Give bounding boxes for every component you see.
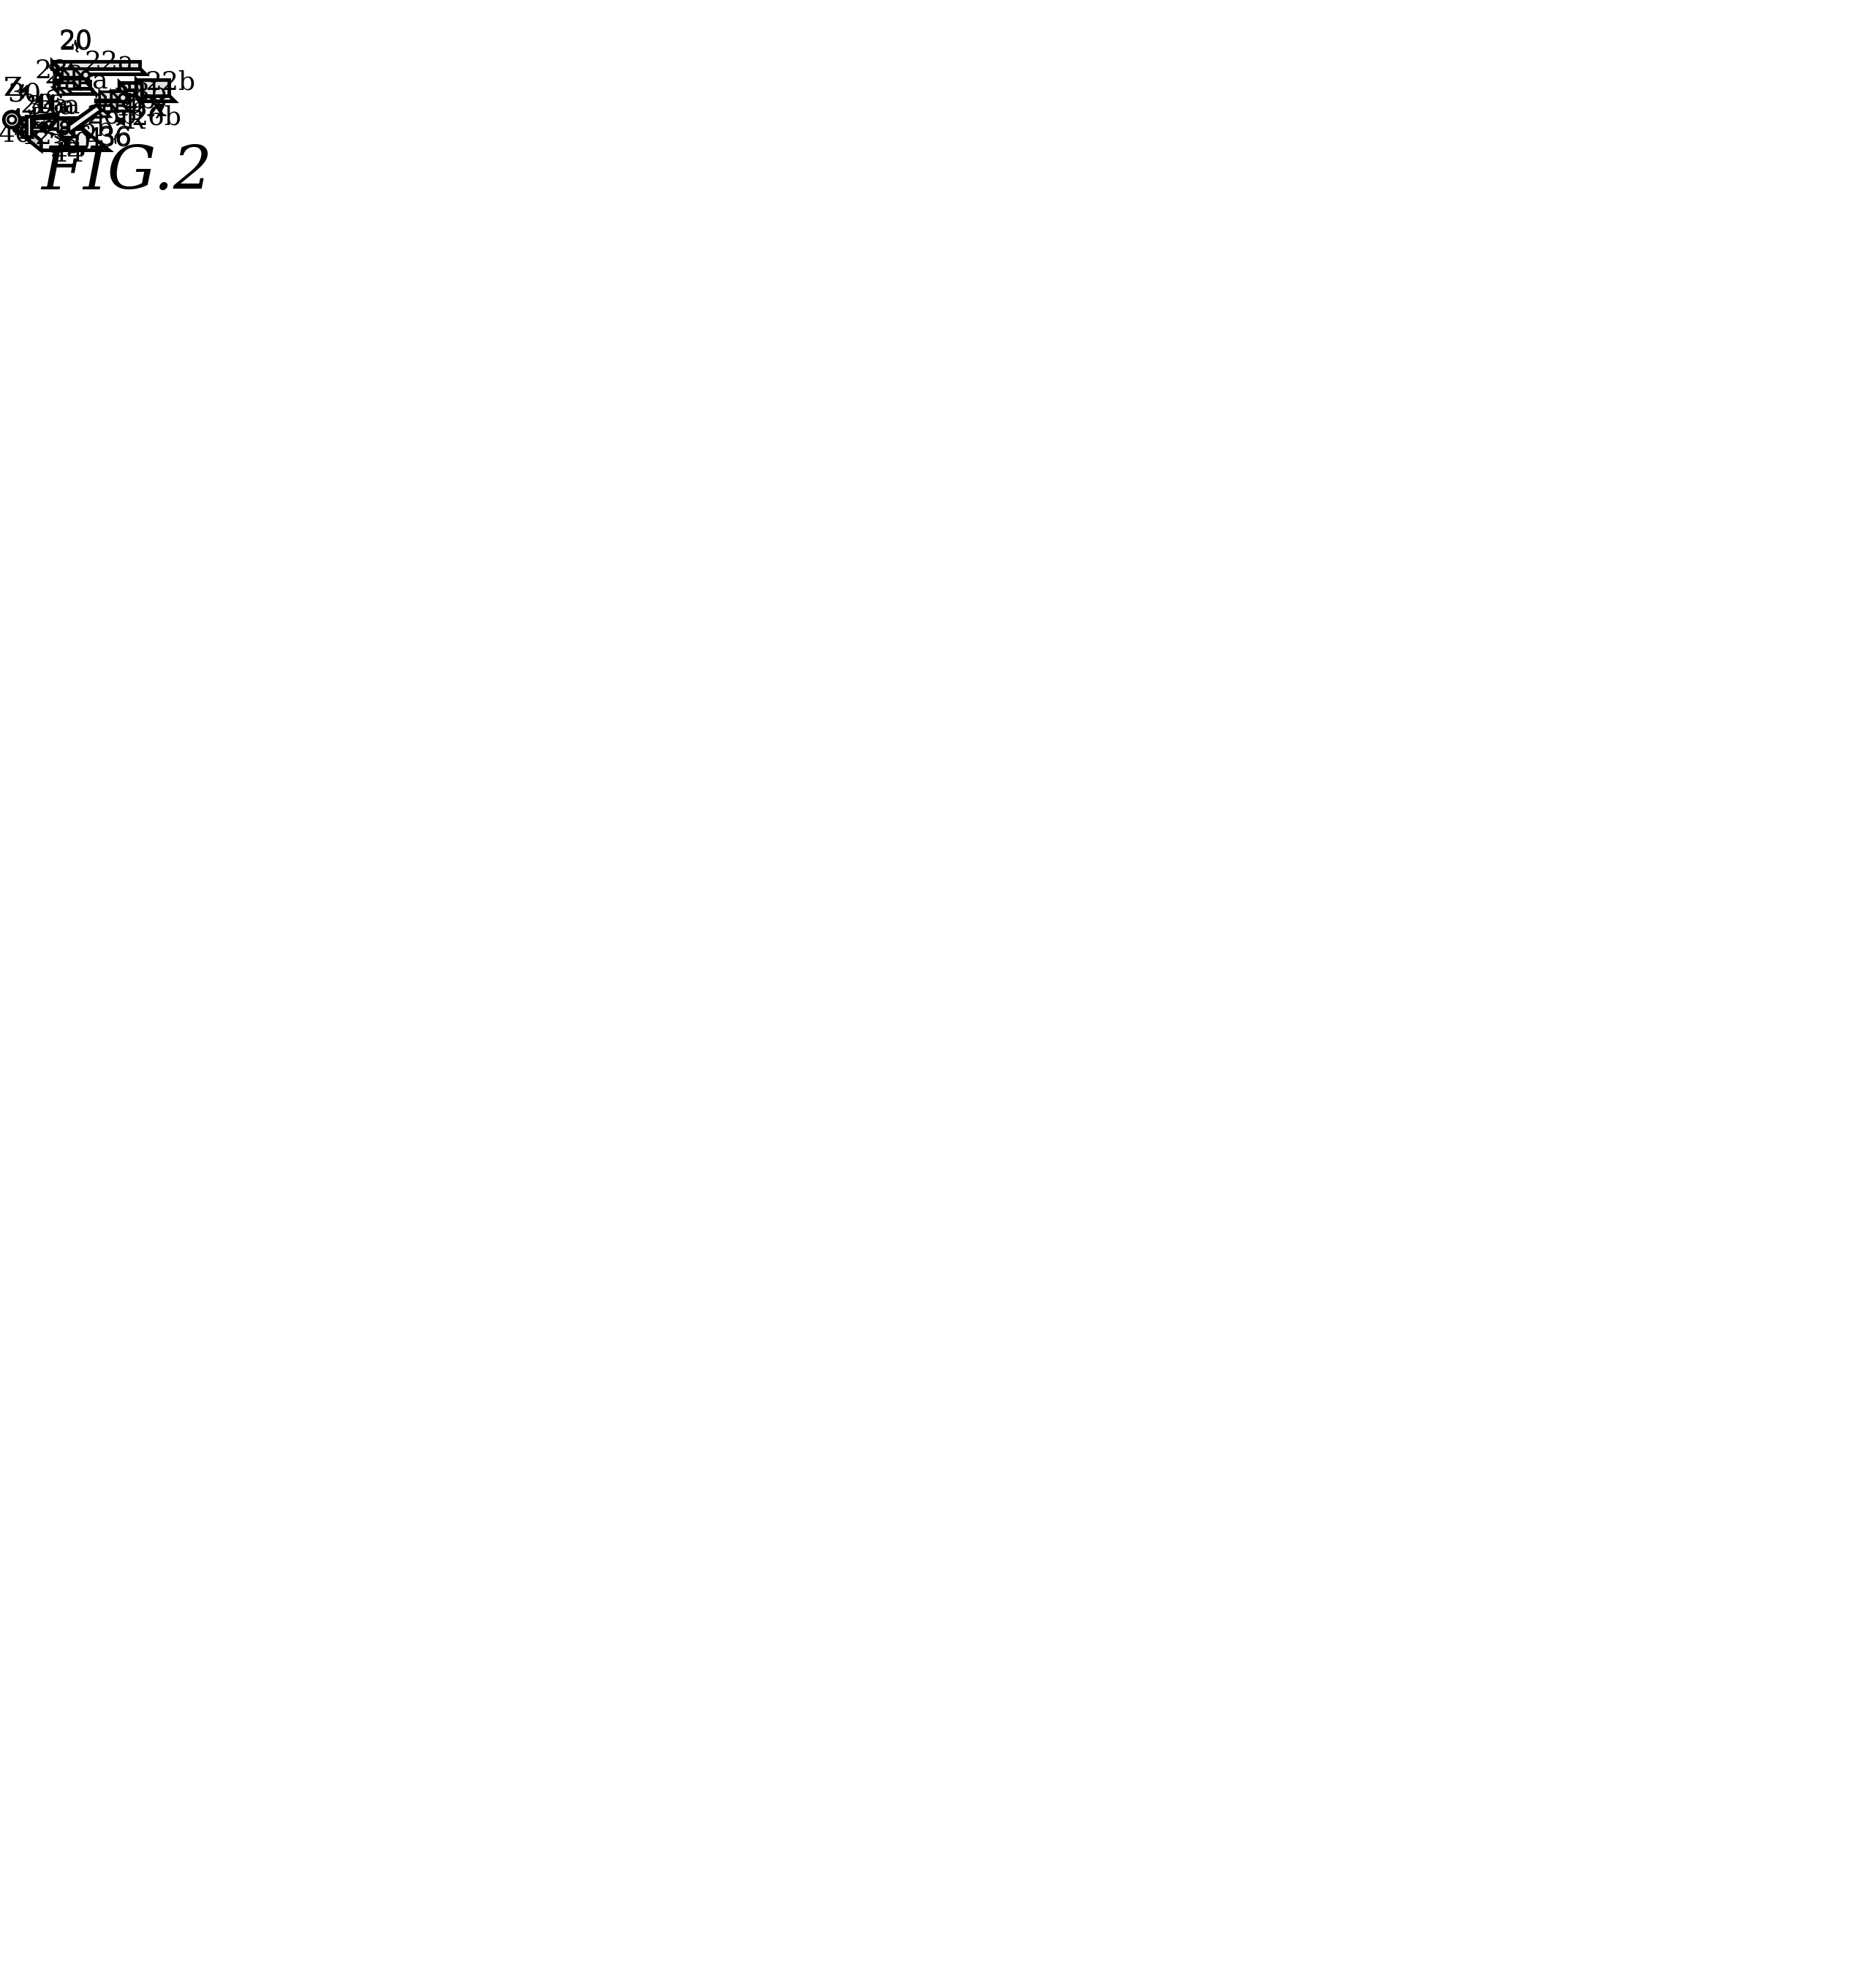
Polygon shape	[57, 82, 74, 93]
Text: FIG.2: FIG.2	[41, 143, 213, 201]
Circle shape	[55, 76, 61, 80]
Polygon shape	[120, 82, 159, 89]
Text: 4: 4	[87, 127, 104, 151]
Polygon shape	[52, 62, 57, 74]
Text: 46a: 46a	[31, 93, 80, 117]
Text: 38: 38	[48, 133, 81, 157]
Polygon shape	[96, 111, 109, 117]
Text: R: R	[124, 109, 144, 133]
Text: 20: 20	[59, 30, 93, 54]
Polygon shape	[59, 82, 67, 87]
Polygon shape	[63, 82, 80, 87]
Polygon shape	[120, 82, 126, 95]
Polygon shape	[137, 80, 142, 101]
Text: 36: 36	[98, 125, 131, 151]
Polygon shape	[52, 62, 141, 68]
Polygon shape	[74, 82, 91, 87]
Text: 28b: 28b	[117, 82, 166, 105]
Polygon shape	[54, 82, 61, 93]
Text: Z: Z	[4, 76, 22, 101]
Polygon shape	[120, 89, 165, 95]
Polygon shape	[57, 119, 68, 131]
Text: 44: 44	[52, 141, 85, 167]
Polygon shape	[100, 91, 105, 111]
Polygon shape	[137, 80, 168, 95]
Text: 22a: 22a	[85, 50, 133, 74]
Polygon shape	[65, 137, 68, 145]
Polygon shape	[74, 68, 85, 82]
Polygon shape	[57, 131, 74, 137]
Text: 38b: 38b	[92, 93, 142, 117]
Polygon shape	[26, 115, 31, 137]
Text: 26a: 26a	[20, 93, 70, 117]
Polygon shape	[15, 117, 81, 129]
Text: 34a: 34a	[26, 93, 76, 119]
Text: 28a: 28a	[35, 58, 83, 83]
Polygon shape	[94, 99, 126, 101]
Circle shape	[120, 93, 126, 101]
Polygon shape	[54, 82, 91, 87]
Text: 42: 42	[18, 123, 54, 149]
Circle shape	[4, 111, 20, 127]
Text: 22b: 22b	[144, 70, 196, 95]
Polygon shape	[15, 129, 109, 151]
Polygon shape	[137, 95, 176, 101]
Text: 36: 36	[98, 125, 131, 149]
Polygon shape	[96, 105, 104, 111]
Text: 26b: 26b	[131, 105, 181, 129]
Polygon shape	[63, 68, 68, 87]
Polygon shape	[15, 117, 41, 151]
Text: 32a: 32a	[59, 68, 109, 93]
Text: 34b: 34b	[96, 95, 146, 121]
Polygon shape	[74, 68, 80, 87]
Text: X: X	[146, 95, 165, 121]
Polygon shape	[57, 76, 89, 80]
Text: X: X	[148, 95, 166, 121]
Polygon shape	[94, 105, 111, 117]
Text: 32b: 32b	[105, 87, 157, 113]
Polygon shape	[111, 91, 117, 111]
Text: 44: 44	[7, 107, 43, 133]
Text: 30: 30	[7, 82, 41, 107]
Polygon shape	[100, 91, 111, 105]
Circle shape	[124, 97, 128, 103]
Text: 20: 20	[59, 28, 93, 54]
Polygon shape	[100, 105, 117, 111]
Text: 24: 24	[44, 64, 78, 87]
Polygon shape	[63, 68, 74, 82]
Polygon shape	[54, 87, 96, 93]
Polygon shape	[59, 87, 72, 93]
Polygon shape	[111, 91, 122, 105]
Text: Z: Z	[4, 76, 22, 101]
Text: 46b: 46b	[63, 115, 115, 141]
Text: 40: 40	[0, 121, 31, 147]
Polygon shape	[61, 105, 102, 135]
Polygon shape	[52, 68, 146, 74]
Text: 26b: 26b	[87, 103, 137, 129]
Polygon shape	[26, 115, 57, 131]
Polygon shape	[111, 105, 130, 111]
Text: 10: 10	[57, 131, 91, 155]
Circle shape	[81, 72, 89, 80]
